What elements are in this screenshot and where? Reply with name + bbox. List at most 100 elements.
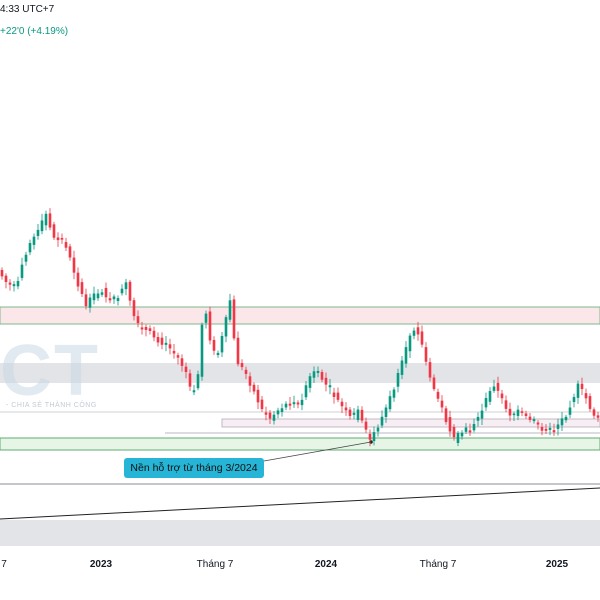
candle <box>80 278 84 298</box>
candle-body <box>572 397 576 403</box>
candle-body <box>44 213 48 226</box>
candle <box>312 366 316 384</box>
candle <box>492 379 496 393</box>
candle-body <box>160 337 164 345</box>
candle-body <box>96 293 100 299</box>
candle-body <box>432 377 436 390</box>
candle-body <box>292 402 296 405</box>
x-tick-4: Tháng 7 <box>419 559 457 570</box>
candle <box>592 407 596 419</box>
candle <box>136 310 140 328</box>
candle-body <box>456 433 460 443</box>
candle <box>364 417 368 434</box>
candle <box>332 387 336 404</box>
resistance-zone <box>0 306 600 325</box>
candle <box>340 398 344 413</box>
candle <box>272 410 276 425</box>
candle-body <box>172 350 176 354</box>
candle <box>368 429 372 447</box>
candle <box>236 331 240 367</box>
candle-body <box>532 419 536 422</box>
candle <box>124 278 128 296</box>
candle-body <box>208 311 212 341</box>
candle <box>480 403 484 425</box>
candle <box>32 233 36 250</box>
header-change: +22'0 (+4.19%) <box>0 26 69 37</box>
candle-body <box>284 403 288 408</box>
candle-body <box>480 410 484 419</box>
candle <box>520 407 524 417</box>
candle-body <box>512 413 516 416</box>
candle <box>588 393 592 412</box>
candle <box>460 430 464 440</box>
candle <box>76 267 80 292</box>
x-tick-2: Tháng 7 <box>196 559 234 570</box>
candle-body <box>500 393 504 399</box>
candle <box>188 369 192 391</box>
candle-body <box>516 409 520 416</box>
candle <box>292 395 296 408</box>
candle <box>140 321 144 335</box>
candle <box>4 273 8 289</box>
candle-body <box>8 282 12 285</box>
candle <box>508 402 512 422</box>
candle-body <box>216 352 220 356</box>
candle-body <box>204 313 208 323</box>
candle-body <box>152 330 156 338</box>
candle-body <box>324 377 328 385</box>
candle-body <box>300 399 304 406</box>
candle-body <box>332 392 336 398</box>
candle-body <box>368 433 372 440</box>
candle-body <box>352 412 356 415</box>
candle-body <box>364 421 368 430</box>
candle <box>436 388 440 402</box>
candle <box>24 251 28 266</box>
zones-layer <box>0 306 600 546</box>
candle <box>596 411 600 422</box>
candle <box>336 387 340 403</box>
candle-body <box>448 417 452 432</box>
candle-body <box>272 414 276 421</box>
candle <box>328 379 332 395</box>
candle-body <box>360 409 364 421</box>
candle-body <box>544 428 548 431</box>
candle <box>280 403 284 417</box>
candle <box>276 407 280 419</box>
x-tick-0: 7 <box>1 559 7 570</box>
candle <box>396 368 400 393</box>
candle <box>48 208 52 231</box>
support-callout[interactable]: Nền hỗ trợ từ tháng 3/2024 <box>124 458 264 478</box>
candle-body <box>436 391 440 399</box>
candle-body <box>460 432 464 437</box>
watermark-tagline: - CHIA SẺ THÀNH CÔNG <box>6 402 97 409</box>
candle-body <box>112 296 116 300</box>
candle <box>552 423 556 436</box>
gray-band-lower <box>0 520 600 546</box>
candle-body <box>268 412 272 419</box>
candle <box>392 387 396 402</box>
candle <box>0 267 4 280</box>
candle <box>216 350 220 358</box>
candle-body <box>412 330 416 336</box>
x-tick-5: 2025 <box>545 559 569 570</box>
candle <box>200 322 204 381</box>
candle-body <box>264 412 268 415</box>
candle <box>84 288 88 310</box>
candle <box>244 366 248 380</box>
candle <box>252 382 256 395</box>
candle <box>304 381 308 401</box>
candle <box>284 401 288 411</box>
candle <box>500 389 504 404</box>
candle <box>400 356 404 380</box>
candle-body <box>80 282 84 294</box>
candle <box>128 279 132 306</box>
candle <box>212 336 216 355</box>
candle <box>348 406 352 420</box>
candle <box>300 393 304 411</box>
candle <box>504 395 508 413</box>
candle <box>28 239 32 256</box>
candle-body <box>348 409 352 416</box>
candle-body <box>468 430 472 433</box>
